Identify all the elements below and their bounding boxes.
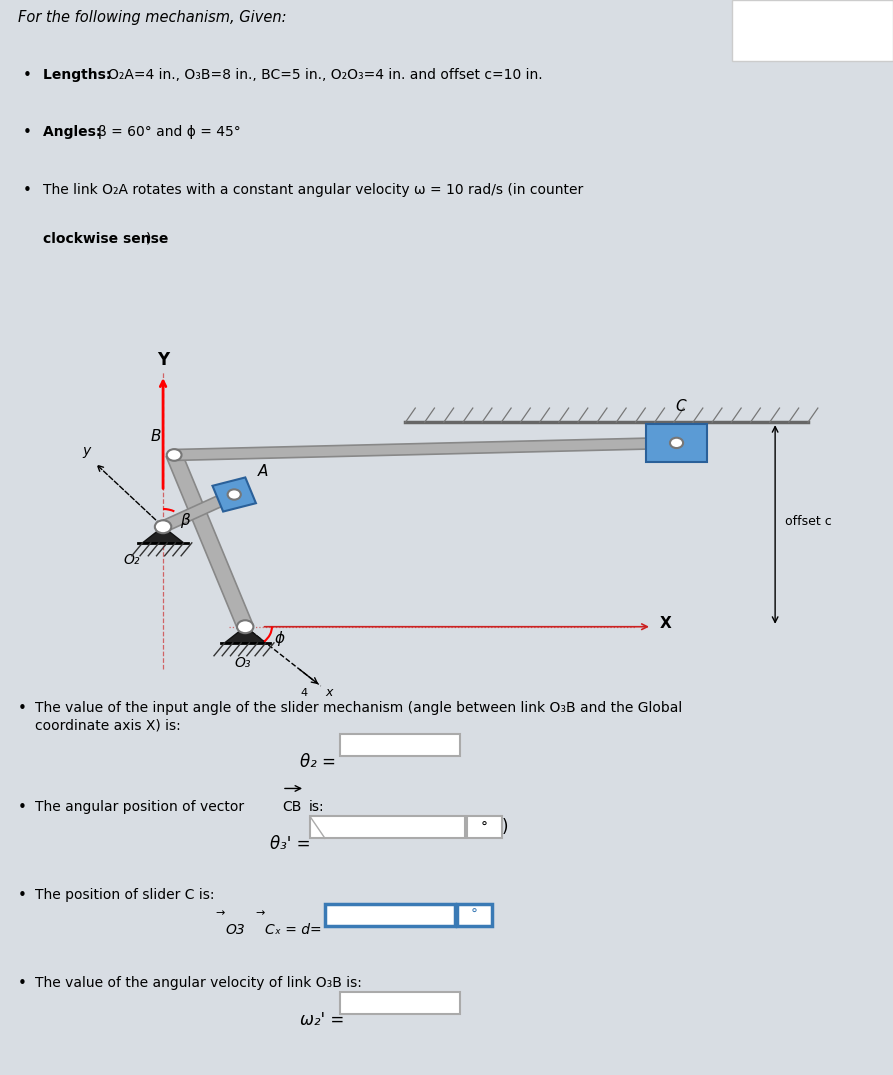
- Text: →: →: [215, 908, 224, 918]
- Text: β: β: [180, 513, 190, 528]
- Text: Angles:: Angles:: [43, 126, 106, 140]
- Text: The link O₂A rotates with a constant angular velocity ω = 10 rad/s (in counter: The link O₂A rotates with a constant ang…: [43, 183, 588, 197]
- Circle shape: [670, 438, 683, 448]
- Bar: [325, 904, 455, 927]
- Text: coordinate axis X) is:: coordinate axis X) is:: [35, 718, 180, 732]
- Circle shape: [237, 620, 254, 633]
- Text: O₂A=4 in., O₃B=8 in., BC=5 in., O₂O₃=4 in. and offset c=10 in.: O₂A=4 in., O₃B=8 in., BC=5 in., O₂O₃=4 i…: [108, 68, 543, 82]
- Text: The value of the input angle of the slider mechanism (angle between link O₃B and: The value of the input angle of the slid…: [35, 701, 682, 715]
- Text: B: B: [151, 429, 162, 444]
- Polygon shape: [225, 627, 266, 643]
- Polygon shape: [174, 438, 677, 460]
- Text: x: x: [325, 686, 332, 699]
- Bar: [340, 733, 460, 756]
- Text: The angular position of vector: The angular position of vector: [35, 801, 248, 815]
- Text: ω₂' =: ω₂' =: [300, 1012, 344, 1029]
- Bar: [340, 992, 460, 1014]
- Polygon shape: [213, 477, 256, 512]
- Text: y: y: [82, 444, 90, 458]
- Text: →: →: [255, 908, 264, 918]
- Text: The position of slider C is:: The position of slider C is:: [35, 888, 214, 902]
- Text: •: •: [18, 976, 27, 991]
- Text: ϕ: ϕ: [275, 631, 285, 646]
- Text: •: •: [22, 68, 31, 83]
- Text: Lengths:: Lengths:: [43, 68, 116, 82]
- Text: •: •: [18, 801, 27, 816]
- Text: •: •: [18, 888, 27, 903]
- Text: clockwise sense: clockwise sense: [43, 232, 168, 246]
- Text: Y: Y: [157, 350, 169, 369]
- Text: Cₓ = d=: Cₓ = d=: [265, 923, 321, 937]
- Text: CB: CB: [282, 801, 301, 815]
- Text: ): ): [146, 232, 151, 246]
- Text: 4: 4: [300, 688, 307, 698]
- Circle shape: [167, 449, 181, 461]
- Circle shape: [154, 520, 171, 533]
- Text: ): ): [502, 818, 508, 836]
- Text: O₂: O₂: [123, 554, 140, 568]
- Text: •: •: [18, 701, 27, 716]
- Text: θ₃' =: θ₃' =: [270, 835, 311, 854]
- Polygon shape: [166, 453, 253, 629]
- Bar: [467, 816, 502, 838]
- Circle shape: [228, 489, 241, 500]
- Text: O3: O3: [225, 923, 245, 937]
- Text: β = 60° and ϕ = 45°: β = 60° and ϕ = 45°: [98, 126, 241, 140]
- Text: is:: is:: [309, 801, 325, 815]
- Text: •: •: [22, 183, 31, 198]
- Text: O₃: O₃: [235, 656, 251, 670]
- Bar: [457, 904, 492, 927]
- Text: •: •: [22, 126, 31, 141]
- Polygon shape: [143, 527, 184, 543]
- Text: The value of the angular velocity of link O₃B is:: The value of the angular velocity of lin…: [35, 976, 362, 990]
- Text: A: A: [258, 464, 268, 479]
- Text: offset c: offset c: [785, 515, 831, 528]
- Text: °: °: [480, 820, 488, 834]
- Text: X: X: [660, 616, 672, 631]
- Bar: [646, 424, 707, 462]
- Text: °: °: [471, 908, 478, 922]
- Text: θ₂ =: θ₂ =: [300, 752, 336, 771]
- Bar: [310, 816, 465, 838]
- Bar: [732, 0, 893, 61]
- Text: C: C: [675, 399, 686, 414]
- Text: For the following mechanism, Given:: For the following mechanism, Given:: [18, 10, 287, 25]
- Polygon shape: [160, 490, 238, 531]
